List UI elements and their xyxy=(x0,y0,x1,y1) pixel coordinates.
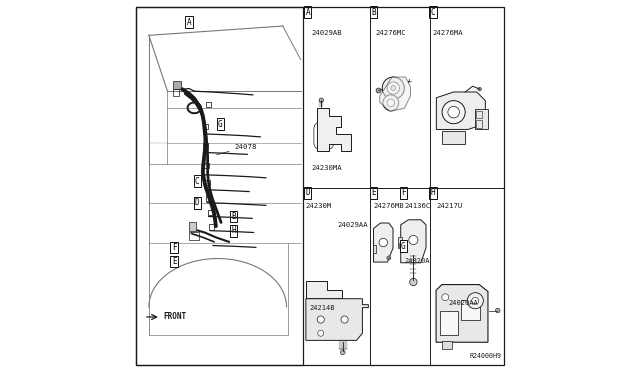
Text: 24020A: 24020A xyxy=(404,258,429,264)
Polygon shape xyxy=(306,299,369,340)
Bar xyxy=(209,224,214,230)
Bar xyxy=(206,102,211,107)
Circle shape xyxy=(318,330,324,336)
Circle shape xyxy=(340,350,345,355)
Text: 24029AB: 24029AB xyxy=(312,31,342,36)
Circle shape xyxy=(387,82,399,94)
Circle shape xyxy=(467,293,483,309)
Text: 24230M: 24230M xyxy=(306,203,332,209)
Circle shape xyxy=(448,106,460,118)
Bar xyxy=(461,299,480,320)
Text: 24136C: 24136C xyxy=(404,203,430,209)
Bar xyxy=(173,81,181,89)
Text: H: H xyxy=(431,188,435,197)
Bar xyxy=(204,163,209,168)
Circle shape xyxy=(391,86,396,90)
Bar xyxy=(203,124,208,129)
Polygon shape xyxy=(436,92,485,129)
Circle shape xyxy=(409,235,418,244)
Polygon shape xyxy=(436,285,488,342)
Text: FRONT: FRONT xyxy=(164,312,187,321)
Text: 24276MB: 24276MB xyxy=(373,203,404,209)
Text: G: G xyxy=(218,120,223,129)
Circle shape xyxy=(376,88,381,93)
Bar xyxy=(476,111,482,118)
Text: B: B xyxy=(371,8,376,17)
Text: 24276MA: 24276MA xyxy=(433,31,463,36)
Bar xyxy=(173,89,179,96)
Circle shape xyxy=(319,98,323,102)
Bar xyxy=(442,131,465,144)
Bar xyxy=(476,120,482,128)
Bar xyxy=(207,210,213,215)
Circle shape xyxy=(387,99,394,106)
Text: D: D xyxy=(305,188,310,197)
Polygon shape xyxy=(380,77,410,111)
Bar xyxy=(189,222,196,231)
Circle shape xyxy=(442,100,465,124)
Text: E: E xyxy=(371,188,376,197)
Circle shape xyxy=(317,316,324,323)
Polygon shape xyxy=(317,108,351,151)
Text: 24020AA: 24020AA xyxy=(449,300,478,306)
Text: E: E xyxy=(172,257,177,266)
Text: C: C xyxy=(195,177,200,186)
Circle shape xyxy=(495,308,500,313)
Bar xyxy=(206,195,211,201)
Bar xyxy=(189,232,200,240)
Bar xyxy=(398,237,402,248)
Bar xyxy=(203,143,208,148)
Bar xyxy=(440,311,458,335)
Text: D: D xyxy=(195,198,200,207)
Text: R24000H9: R24000H9 xyxy=(470,353,502,359)
Polygon shape xyxy=(306,281,342,298)
Text: 24029AA: 24029AA xyxy=(337,222,368,228)
Text: A: A xyxy=(187,18,191,27)
Text: 24276MC: 24276MC xyxy=(376,31,406,36)
Text: A: A xyxy=(305,8,310,17)
Text: 24217U: 24217U xyxy=(436,203,462,209)
Text: 24214B: 24214B xyxy=(310,305,335,311)
Circle shape xyxy=(410,278,417,286)
Text: G: G xyxy=(401,242,406,251)
Text: F: F xyxy=(401,188,406,197)
Bar xyxy=(399,243,401,247)
Polygon shape xyxy=(401,220,426,263)
Bar xyxy=(136,7,303,365)
Bar xyxy=(475,109,488,129)
FancyBboxPatch shape xyxy=(314,122,334,150)
Text: H: H xyxy=(232,226,236,235)
Circle shape xyxy=(387,256,391,260)
Circle shape xyxy=(383,95,399,111)
Circle shape xyxy=(472,297,479,304)
Text: F: F xyxy=(172,243,177,252)
Circle shape xyxy=(382,77,404,99)
Text: 24078: 24078 xyxy=(217,144,257,155)
Text: B: B xyxy=(232,212,236,221)
Bar xyxy=(442,341,452,349)
Circle shape xyxy=(379,238,387,247)
Circle shape xyxy=(341,140,346,145)
Text: C: C xyxy=(431,8,435,17)
Circle shape xyxy=(341,316,348,323)
Bar xyxy=(372,246,376,253)
Polygon shape xyxy=(374,223,393,262)
Circle shape xyxy=(442,294,449,301)
Circle shape xyxy=(478,87,481,91)
Bar xyxy=(204,180,209,185)
Text: 24230MA: 24230MA xyxy=(312,165,342,171)
